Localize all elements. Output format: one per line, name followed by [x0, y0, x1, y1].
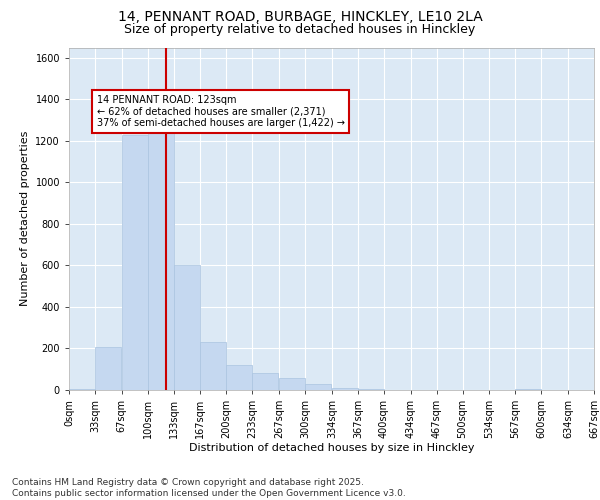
Bar — [173, 266, 200, 390]
Bar — [95, 348, 121, 390]
Bar — [148, 120, 173, 390]
Text: 14, PENNANT ROAD, BURBAGE, HINCKLEY, LE10 2LA: 14, PENNANT ROAD, BURBAGE, HINCKLEY, LE1… — [118, 10, 482, 24]
Bar — [253, 374, 278, 390]
Bar — [332, 388, 358, 390]
Bar — [305, 384, 331, 390]
Text: Size of property relative to detached houses in Hinckley: Size of property relative to detached ho… — [124, 22, 476, 36]
Bar — [200, 342, 226, 390]
Bar — [122, 134, 148, 390]
Bar — [358, 389, 384, 390]
X-axis label: Distribution of detached houses by size in Hinckley: Distribution of detached houses by size … — [189, 442, 474, 452]
Bar — [515, 389, 541, 390]
Bar — [69, 389, 95, 390]
Text: Contains HM Land Registry data © Crown copyright and database right 2025.
Contai: Contains HM Land Registry data © Crown c… — [12, 478, 406, 498]
Text: 14 PENNANT ROAD: 123sqm
← 62% of detached houses are smaller (2,371)
37% of semi: 14 PENNANT ROAD: 123sqm ← 62% of detache… — [97, 95, 344, 128]
Y-axis label: Number of detached properties: Number of detached properties — [20, 131, 30, 306]
Bar — [279, 378, 305, 390]
Bar — [226, 365, 253, 390]
